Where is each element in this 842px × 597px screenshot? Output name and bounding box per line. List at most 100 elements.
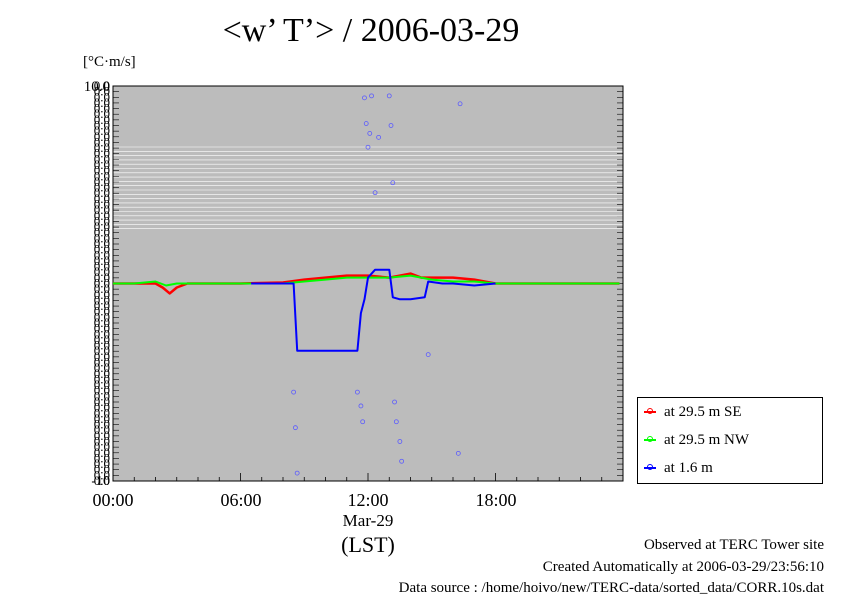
y-tick-label: 0.0 (94, 264, 110, 279)
y-tick-label: 0.0 (94, 326, 110, 341)
y-tick-label: 0.0 (94, 366, 110, 381)
chart-title: <w’ T’> / 2006-03-29 (222, 12, 520, 49)
y-tick-label: 0.0 (94, 281, 110, 296)
x-tick-label-1800: 18:00 (475, 490, 517, 510)
y-tick-label: 0.0 (94, 163, 110, 178)
y-tick-label: 0.0 (94, 118, 110, 133)
legend-label-se: at 29.5 m SE (664, 403, 742, 420)
y-tick-label: 0.0 (94, 253, 110, 268)
series-line-se (113, 272, 620, 295)
y-tick-label: 0.0 (94, 467, 110, 482)
series-line-nw (113, 274, 620, 287)
y-tick-label: 0.0 (94, 106, 110, 121)
y-tick-label: 0.0 (94, 434, 110, 449)
scatter-point-1-6m (455, 450, 461, 456)
y-tick-label: 0.0 (94, 180, 110, 195)
y-tick-label: 0.0 (94, 304, 110, 319)
y-tick-label: 0.0 (94, 89, 110, 104)
y-tick-label: 0.0 (94, 287, 110, 302)
y-tick-label: 0.0 (94, 394, 110, 409)
y-tick-label: 0.0 (94, 112, 110, 127)
y-tick-label: 0.0 (94, 445, 110, 460)
x-date-label: Mar-29 (342, 511, 394, 530)
y-tick-label: 0.0 (94, 411, 110, 426)
y-tick-label: 0.0 (94, 168, 110, 183)
y-tick-label: 0.0 (94, 225, 110, 240)
y-tick-label: 0.0 (94, 123, 110, 138)
scatter-point-1-6m (363, 121, 369, 126)
scatter-point-1-6m (358, 403, 364, 409)
y-tick-label: 0.0 (94, 473, 110, 488)
y-tick-label: 0.0 (94, 343, 110, 358)
y-tick-label: 0.0 (94, 230, 110, 245)
y-tick-label: 0.0 (94, 276, 110, 291)
scatter-point-1-6m (292, 425, 298, 431)
y-tick-label: 0.0 (94, 140, 110, 155)
y-tick-label: 0.0 (94, 439, 110, 454)
y-tick-label: 0.0 (94, 462, 110, 477)
y-tick-label: 0.0 (94, 236, 110, 251)
scatter-point-1-6m (365, 144, 371, 150)
y-tick-label: 0.0 (94, 456, 110, 471)
scatter-point-1-6m (291, 389, 297, 395)
scatter-point-1-6m (425, 352, 431, 358)
y-tick-label: 0.0 (94, 146, 110, 161)
y-tick-label: 0.0 (94, 405, 110, 420)
x-axis-label: (LST) (341, 532, 395, 557)
scatter-point-1-6m (367, 130, 373, 136)
legend-item-se: at 29.5 m SE (644, 402, 742, 422)
scatter-point-1-6m (360, 419, 366, 425)
legend-item-nw: at 29.5 m NW (644, 430, 749, 450)
footer-source: Data source : /home/hoivo/new/TERC-data/… (398, 580, 824, 596)
y-tick-label: 0.0 (94, 78, 110, 93)
scatter-point-1-6m (372, 190, 378, 196)
y-tick-label-top: 10.0 (84, 79, 110, 95)
legend-swatch-se (644, 408, 656, 414)
legend-label-1-6m: at 1.6 m (664, 459, 713, 476)
y-tick-label: 0.0 (94, 338, 110, 353)
y-tick-label: 0.0 (94, 371, 110, 386)
y-tick-label: 0.0 (94, 450, 110, 465)
y-tick-label: 0.0 (94, 309, 110, 324)
legend: at 29.5 m SE at 29.5 m NW at 1.6 m (637, 397, 823, 484)
scatter-point-1-6m (390, 180, 396, 186)
y-axis-unit-label: [°C·m/s] (83, 54, 136, 70)
y-tick-label: 0.0 (94, 292, 110, 307)
series-line-1-6m (251, 268, 496, 352)
y-tick-label: 0.0 (94, 219, 110, 234)
scatter-point-1-6m (392, 399, 397, 405)
scatter-point-1-6m (399, 458, 405, 464)
y-tick-label: 0.0 (94, 360, 110, 375)
y-tick-label: 0.0 (94, 400, 110, 415)
y-tick-label: 0.0 (94, 428, 110, 443)
footer-observed: Observed at TERC Tower site (643, 537, 824, 553)
scatter-point-1-6m (457, 101, 463, 107)
y-tick-label: 0.0 (94, 185, 110, 200)
legend-swatch-nw (644, 436, 656, 442)
x-tick-label-0600: 06:00 (220, 490, 262, 510)
y-tick-label: 0.0 (94, 134, 110, 149)
y-tick-label: 0.0 (94, 202, 110, 217)
y-tick-label: 0.0 (94, 242, 110, 257)
y-tick-label: 0.0 (94, 315, 110, 330)
y-tick-label: 0.0 (94, 259, 110, 274)
y-tick-label: 0.0 (94, 151, 110, 166)
y-tick-label: 0.0 (94, 298, 110, 313)
y-tick-label: 0.0 (94, 270, 110, 285)
y-tick-label: 0.0 (94, 95, 110, 110)
y-tick-label: 0.0 (94, 213, 110, 228)
scatter-point-1-6m (376, 134, 382, 140)
y-tick-label: 0.0 (94, 84, 110, 99)
y-tick-label: 0.0 (94, 174, 110, 189)
x-tick-label-1200: 12:00 (347, 490, 389, 510)
scatter-point-1-6m (397, 439, 403, 444)
y-tick-label: 0.0 (94, 332, 110, 347)
y-tick-label: 0.0 (94, 197, 110, 212)
y-tick-label: 0.0 (94, 101, 110, 116)
y-tick-label: 0.0 (94, 129, 110, 144)
scatter-point-1-6m (386, 93, 392, 99)
x-tick-label-0000: 00:00 (92, 490, 134, 510)
y-tick-label: 0.0 (94, 157, 110, 172)
legend-label-nw: at 29.5 m NW (664, 431, 749, 448)
